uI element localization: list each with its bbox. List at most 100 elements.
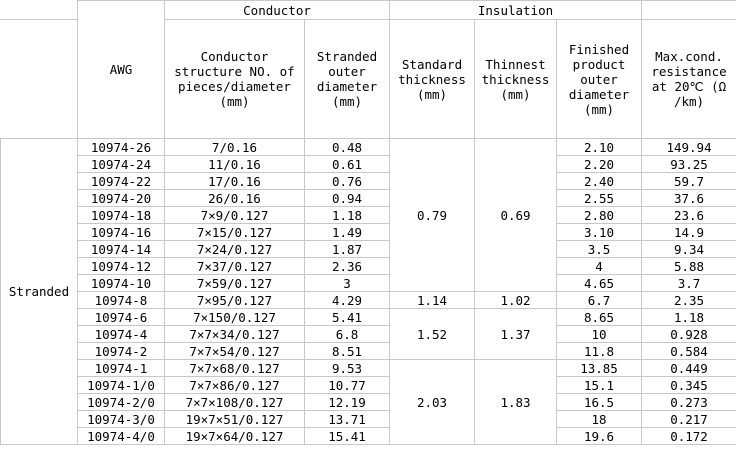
- standard-thickness-cell: 2.03: [389, 359, 476, 445]
- awg-cell: 10974-14: [77, 240, 165, 258]
- stranded-diameter-cell: 0.48: [303, 138, 391, 156]
- resistance-cell: 3.7: [641, 274, 736, 292]
- stranded-diameter-cell: 6.8: [303, 325, 391, 343]
- header-row-sub: Conductor structure NO. of pieces/diamet…: [0, 19, 736, 139]
- insulation-header: Insulation: [389, 0, 643, 20]
- structure-cell: 7×95/0.127: [164, 291, 305, 309]
- finished-diameter-header: Finished product outer diameter (mm): [556, 19, 643, 139]
- structure-cell: 7×7×68/0.127: [164, 359, 305, 377]
- stranded-diameter-cell: 0.76: [303, 172, 391, 190]
- stranded-diameter-cell: 1.87: [303, 240, 391, 258]
- resistance-cell: 1.18: [641, 308, 736, 326]
- awg-cell: 10974-2/0: [77, 393, 165, 411]
- stranded-diameter-header: Stranded outer diameter (mm): [303, 19, 391, 139]
- resistance-header-top: [641, 0, 736, 20]
- stranded-diameter-cell: 9.53: [303, 359, 391, 377]
- resistance-cell: 93.25: [641, 155, 736, 173]
- stranded-diameter-cell: 4.29: [303, 291, 391, 309]
- table-row: 10974-4/0 19×7×64/0.127 15.41 19.6 0.172: [1, 427, 736, 445]
- awg-cell: 10974-1: [77, 359, 165, 377]
- standard-thickness-header: Standard thickness (mm): [389, 19, 476, 139]
- stranded-diameter-cell: 10.77: [303, 376, 391, 394]
- awg-cell: 10974-3/0: [77, 410, 165, 428]
- resistance-cell: 23.6: [641, 206, 736, 224]
- stranded-diameter-cell: 1.49: [303, 223, 391, 241]
- table-row: 10974-3/0 19×7×51/0.127 13.71 18 0.217: [1, 410, 736, 428]
- resistance-cell: 0.449: [641, 359, 736, 377]
- resistance-cell: 149.94: [641, 138, 736, 156]
- table-row: 10974-4 7×7×34/0.127 6.8 10 0.928: [1, 325, 736, 343]
- conductor-header: Conductor: [163, 0, 391, 20]
- awg-cell: 10974-4: [77, 325, 165, 343]
- awg-header: AWG: [77, 0, 165, 139]
- finished-diameter-cell: 4: [556, 257, 643, 275]
- resistance-cell: 14.9: [641, 223, 736, 241]
- standard-thickness-cell: 1.14: [389, 291, 476, 309]
- table-row: Stranded 10974-26 7/0.16 0.48 0.79 0.69 2.10 14…: [0, 138, 736, 445]
- table-row: 10974-16 7×15/0.127 1.49 3.10 14.9: [1, 223, 736, 241]
- structure-cell: 7×7×86/0.127: [164, 376, 305, 394]
- corner-cell-lower: [0, 19, 78, 139]
- structure-cell: 7×7×34/0.127: [164, 325, 305, 343]
- finished-diameter-cell: 4.65: [556, 274, 643, 292]
- structure-cell: 7×150/0.127: [164, 308, 305, 326]
- thinnest-thickness-cell: 0.69: [474, 138, 558, 292]
- awg-cell: 10974-1/0: [77, 376, 165, 394]
- resistance-cell: 0.217: [641, 410, 736, 428]
- resistance-cell: 9.34: [641, 240, 736, 258]
- header-row-top: AWG Conductor Insulation: [0, 0, 736, 139]
- awg-cell: 10974-26: [77, 138, 165, 156]
- finished-diameter-cell: 2.80: [556, 206, 643, 224]
- finished-diameter-cell: 2.20: [556, 155, 643, 173]
- table-row: 10974-2 7×7×54/0.127 8.51 11.8 0.584: [1, 342, 736, 360]
- awg-cell: 10974-20: [77, 189, 165, 207]
- structure-cell: 7×7×108/0.127: [164, 393, 305, 411]
- stranded-diameter-cell: 0.94: [303, 189, 391, 207]
- awg-cell: 10974-12: [77, 257, 165, 275]
- finished-diameter-cell: 2.10: [556, 138, 643, 156]
- awg-cell: 10974-2: [77, 342, 165, 360]
- stranded-diameter-cell: 0.61: [303, 155, 391, 173]
- structure-cell: 19×7×51/0.127: [164, 410, 305, 428]
- structure-cell: 7×37/0.127: [164, 257, 305, 275]
- finished-diameter-cell: 3.10: [556, 223, 643, 241]
- table-row: 10974-10 7×59/0.127 3 4.65 3.7: [1, 274, 736, 292]
- awg-cell: 10974-16: [77, 223, 165, 241]
- type-label: Stranded: [0, 138, 78, 445]
- stranded-diameter-cell: 5.41: [303, 308, 391, 326]
- awg-cell: 10974-8: [77, 291, 165, 309]
- structure-cell: 26/0.16: [164, 189, 305, 207]
- table-row: 10974-18 7×9/0.127 1.18 2.80 23.6: [1, 206, 736, 224]
- standard-thickness-cell: 1.52: [389, 308, 476, 360]
- stranded-diameter-cell: 1.18: [303, 206, 391, 224]
- finished-diameter-cell: 10: [556, 325, 643, 343]
- table-row: 10974-24 11/0.16 0.61 2.20 93.25: [1, 155, 736, 173]
- structure-cell: 11/0.16: [164, 155, 305, 173]
- finished-diameter-cell: 11.8: [556, 342, 643, 360]
- awg-cell: 10974-6: [77, 308, 165, 326]
- thinnest-thickness-header: Thinnest thickness (mm): [474, 19, 558, 139]
- awg-cell: 10974-24: [77, 155, 165, 173]
- resistance-cell: 0.928: [641, 325, 736, 343]
- resistance-cell: 59.7: [641, 172, 736, 190]
- resistance-cell: 0.273: [641, 393, 736, 411]
- corner-cell: [0, 0, 78, 20]
- stranded-diameter-cell: 3: [303, 274, 391, 292]
- finished-diameter-cell: 13.85: [556, 359, 643, 377]
- resistance-cell: 0.584: [641, 342, 736, 360]
- table-row: 10974-8 7×95/0.127 4.29 1.14 1.02 6.7 2.35: [1, 291, 736, 309]
- stranded-diameter-cell: 8.51: [303, 342, 391, 360]
- structure-cell: 7×9/0.127: [164, 206, 305, 224]
- table-row: 10974-6 7×150/0.127 5.41 1.52 1.37 8.65 1.18: [1, 308, 736, 360]
- awg-cell: 10974-22: [77, 172, 165, 190]
- finished-diameter-cell: 15.1: [556, 376, 643, 394]
- structure-cell: 7×59/0.127: [164, 274, 305, 292]
- finished-diameter-cell: 2.40: [556, 172, 643, 190]
- structure-cell: 7×15/0.127: [164, 223, 305, 241]
- table-row: 10974-2/0 7×7×108/0.127 12.19 16.5 0.273: [1, 393, 736, 411]
- finished-diameter-cell: 6.7: [556, 291, 643, 309]
- stranded-diameter-cell: 15.41: [303, 427, 391, 445]
- table-row: 10974-22 17/0.16 0.76 2.40 59.7: [1, 172, 736, 190]
- thinnest-thickness-cell: 1.02: [474, 291, 558, 309]
- finished-diameter-cell: 2.55: [556, 189, 643, 207]
